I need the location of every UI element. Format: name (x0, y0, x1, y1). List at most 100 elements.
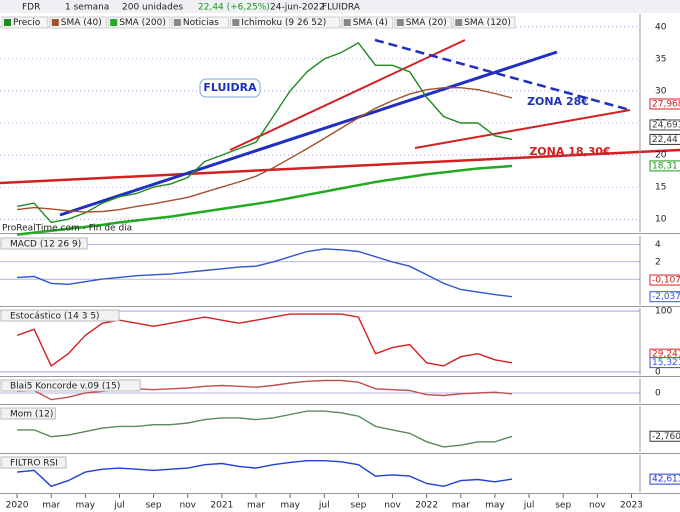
series-line (16, 313, 513, 367)
x-tick-label: may (76, 501, 96, 511)
series-line (17, 410, 513, 448)
price-tag (649, 473, 680, 485)
callout-box (199, 78, 261, 98)
panel-label: MACD (12 26 9) (10, 240, 81, 250)
x-tick-label: may (485, 501, 505, 511)
x-tick-label: jul (113, 501, 125, 511)
x-tick-label: nov (589, 501, 606, 511)
panel-label-box (0, 456, 67, 469)
date: 24-jun-2022 (270, 3, 325, 13)
series-line (16, 164, 513, 236)
y-tick-label: 35 (655, 54, 666, 64)
period[interactable]: 1 semana (65, 3, 109, 13)
x-tick-label: may (280, 501, 300, 511)
legend-swatch (173, 19, 181, 26)
legend-box (1, 16, 49, 29)
price-tag (649, 291, 680, 303)
series-line (17, 460, 513, 488)
annotation: ZONA 28€ (527, 95, 589, 108)
price-tag (649, 274, 680, 286)
y-tick-label: 0 (655, 367, 661, 377)
x-tick-label: sep (555, 501, 571, 511)
legend-box (107, 16, 171, 29)
x-tick-label: 2023 (620, 501, 643, 511)
price-tag-label: 18,31 (652, 161, 678, 171)
price-tag (649, 430, 680, 442)
price-tag-label: 22,44 (652, 135, 678, 145)
legend-label: Ichimoku (9 26 52) (241, 18, 326, 28)
legend-label: SMA (20) (406, 18, 447, 28)
legend-label: SMA (4) (353, 18, 388, 28)
price: 22,44 (+6,25%) (198, 3, 270, 13)
legend-label: Precio (13, 18, 41, 28)
legend-swatch (455, 19, 463, 26)
annotation: ZONA 18,30€ (529, 145, 610, 158)
price-tag (649, 133, 680, 145)
panel-label: Blai5 Koncorde v.09 (15) (10, 382, 120, 392)
panel-label: FILTRO RSI (10, 459, 58, 469)
y-tick-label: 10 (655, 215, 667, 225)
legend-box (49, 16, 107, 29)
panel-label-box (0, 309, 120, 322)
y-tick-label: 100 (655, 307, 672, 317)
price-tag (649, 119, 680, 131)
legend-label: Noticias (183, 18, 219, 28)
panel-label-box (0, 407, 56, 420)
x-tick-label: 2022 (415, 501, 438, 511)
legend-box (394, 16, 452, 29)
x-tick-label: jul (318, 501, 330, 511)
annotation: FLUIDRA (203, 81, 257, 94)
legend-swatch (343, 19, 351, 26)
y-tick-label: 0 (655, 389, 661, 399)
panel-label-box (0, 379, 141, 392)
instrument: FLUIDRA (322, 3, 361, 13)
price-tag-label: 27,968 (652, 99, 680, 109)
annotation: ProRealTime.com - Fin de día (2, 224, 132, 234)
panel-label-box (0, 237, 88, 250)
legend-box (452, 16, 516, 29)
series-line (17, 87, 513, 213)
series-line (17, 379, 513, 401)
x-tick-label: nov (384, 501, 401, 511)
x-tick-label: 2020 (6, 501, 29, 511)
panel-label: Estocástico (14 3 5) (10, 312, 100, 322)
price-tag-label: -2,7600 (652, 432, 680, 442)
price-tag-label: -0,1071 (652, 276, 680, 286)
x-tick-label: mar (42, 501, 60, 511)
y-tick-label: 40 (655, 22, 667, 32)
legend-label: SMA (200) (119, 18, 166, 28)
price-tag-label: 29,241 (652, 350, 680, 360)
x-tick-label: 2021 (210, 501, 233, 511)
x-tick-label: mar (452, 501, 470, 511)
legend-box (341, 16, 394, 29)
x-tick-label: jul (523, 501, 535, 511)
series-line (17, 248, 513, 298)
legend-swatch (110, 19, 118, 26)
symbol[interactable]: FDR (22, 3, 40, 13)
y-tick-label: 30 (655, 86, 667, 96)
legend-swatch (232, 19, 240, 26)
legend-swatch (51, 19, 59, 26)
y-tick-label: 15 (655, 183, 666, 193)
legend-swatch (396, 19, 404, 26)
legend-label: SMA (120) (464, 18, 511, 28)
x-tick-label: nov (179, 501, 196, 511)
price-tag (649, 357, 680, 369)
series-line (16, 41, 513, 224)
y-tick-label: 2 (655, 257, 661, 267)
legend-swatch (4, 19, 11, 26)
price-tag-label: 42,613 (652, 475, 680, 485)
price-tag (649, 98, 680, 110)
units[interactable]: 200 unidades (122, 3, 183, 13)
trend-lines (0, 38, 680, 217)
price-tag-label: -2,0372 (652, 292, 680, 302)
y-tick-label: 20 (655, 151, 667, 161)
legend-label: SMA (40) (61, 18, 102, 28)
panel-label: Mom (12) (10, 410, 53, 420)
toolbar (0, 0, 680, 13)
x-tick-label: sep (146, 501, 162, 511)
price-tag-label: 15,321 (652, 358, 680, 368)
legend-box (229, 16, 341, 29)
legend-box (171, 16, 229, 29)
